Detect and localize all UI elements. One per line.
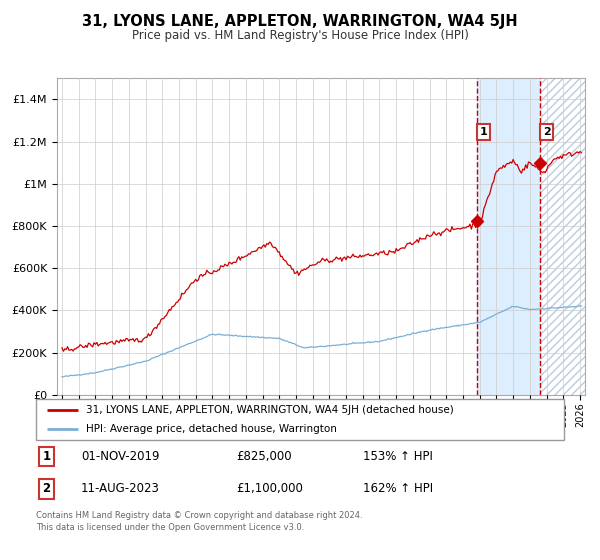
Text: 31, LYONS LANE, APPLETON, WARRINGTON, WA4 5JH: 31, LYONS LANE, APPLETON, WARRINGTON, WA…	[82, 14, 518, 29]
Bar	[540, 78, 589, 395]
Text: 2: 2	[543, 127, 551, 137]
Text: 2: 2	[43, 482, 50, 495]
Bar	[477, 78, 540, 395]
Text: 1: 1	[43, 450, 50, 463]
Text: Price paid vs. HM Land Registry's House Price Index (HPI): Price paid vs. HM Land Registry's House …	[131, 29, 469, 42]
Text: HPI: Average price, detached house, Warrington: HPI: Average price, detached house, Warr…	[86, 424, 337, 433]
FancyBboxPatch shape	[36, 399, 564, 440]
Text: £1,100,000: £1,100,000	[236, 482, 304, 495]
Text: 31, LYONS LANE, APPLETON, WARRINGTON, WA4 5JH (detached house): 31, LYONS LANE, APPLETON, WARRINGTON, WA…	[86, 405, 454, 415]
Bar	[540, 78, 589, 395]
Text: 153% ↑ HPI: 153% ↑ HPI	[364, 450, 433, 463]
Text: 1: 1	[480, 127, 487, 137]
Text: 162% ↑ HPI: 162% ↑ HPI	[364, 482, 433, 495]
Text: 01-NOV-2019: 01-NOV-2019	[81, 450, 160, 463]
Text: £825,000: £825,000	[236, 450, 292, 463]
Text: Contains HM Land Registry data © Crown copyright and database right 2024.
This d: Contains HM Land Registry data © Crown c…	[36, 511, 362, 531]
Text: 11-AUG-2023: 11-AUG-2023	[81, 482, 160, 495]
